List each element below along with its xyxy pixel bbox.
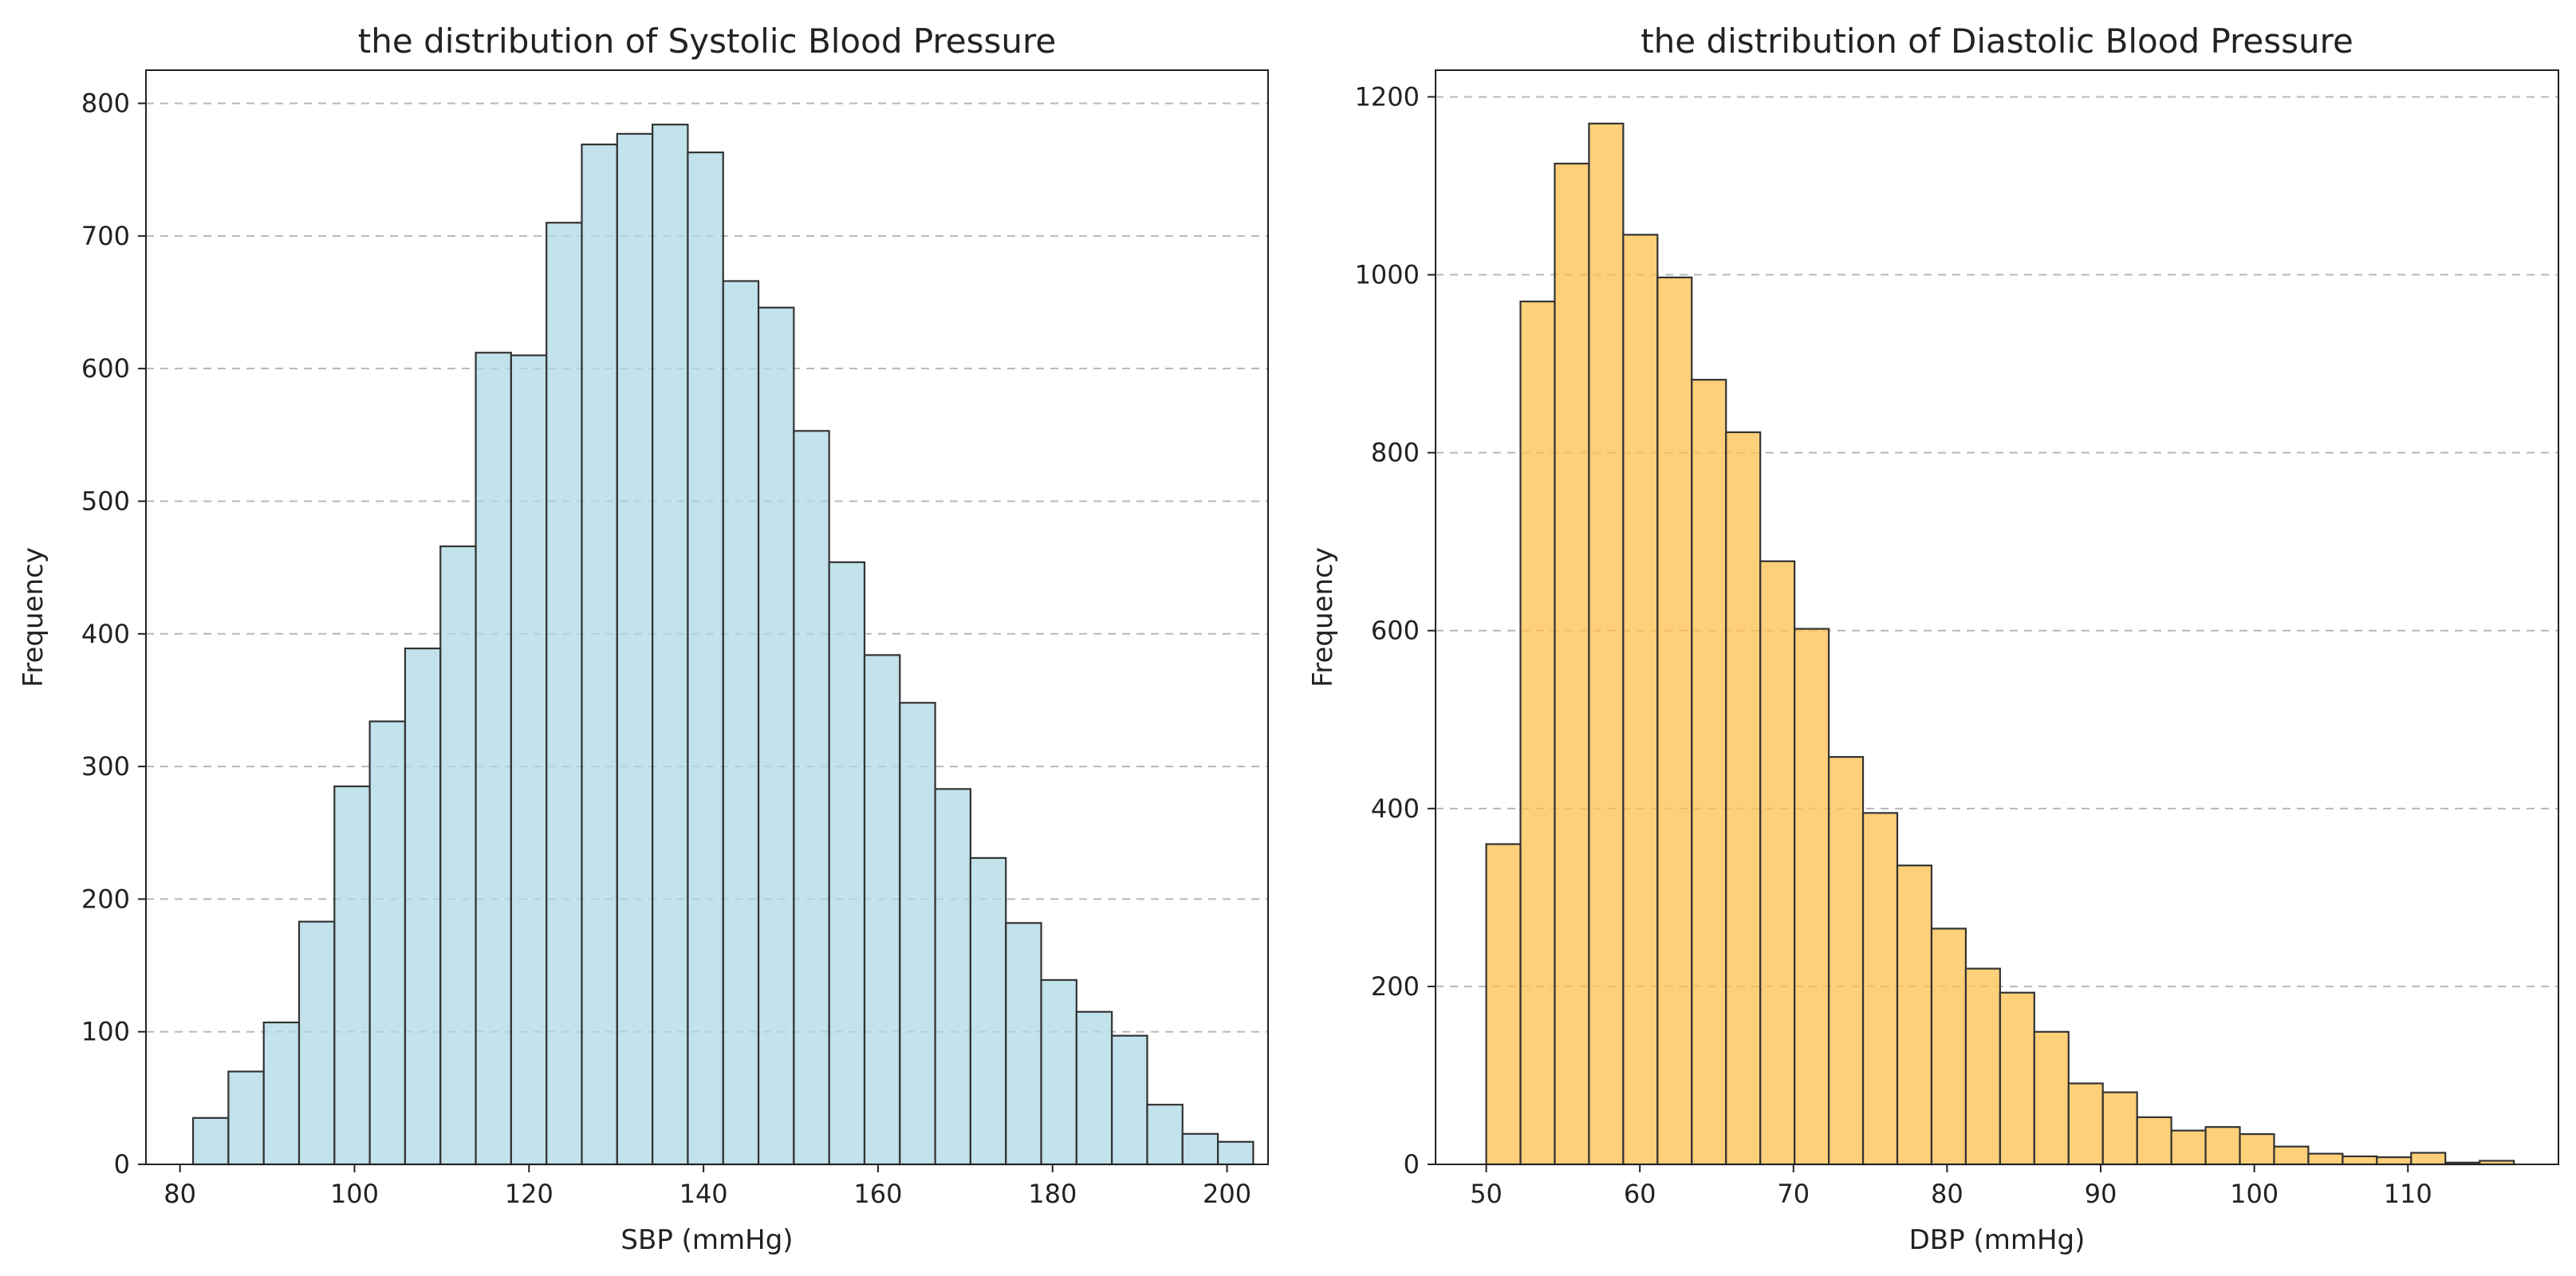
sbp-bar [616,132,654,1166]
dbp-histogram: 50 60 70 80 90 100 110 0 200 400 600 800 1000 1200 t… [1307,22,2559,1256]
sbp-bar [1181,1132,1219,1166]
dbp-bar [1656,276,1693,1166]
sbp-y-tick-label: 600 [81,353,130,384]
dbp-bar [2033,1030,2070,1166]
sbp-histogram: 80 100 120 140 160 180 200 0 100 200 300 400 500 600… [18,22,1269,1256]
dbp-bar [1485,843,1522,1166]
sbp-bar [1075,1010,1113,1166]
sbp-y-tick-label: 800 [81,89,130,119]
dbp-x-axis-label: DBP (mmHg) [1909,1224,2086,1256]
dbp-y-tick-label: 0 [1404,1149,1420,1180]
sbp-x-tick-label: 160 [853,1179,902,1209]
dbp-bar [1759,560,1796,1166]
sbp-bar [581,144,618,1166]
dbp-x-tick-label: 110 [2384,1179,2432,1209]
sbp-x-tick-label: 140 [679,1179,728,1209]
sbp-y-tick-label: 700 [81,221,130,251]
sbp-bar [969,857,1007,1166]
sbp-bar [1216,1140,1255,1166]
sbp-y-tick-label: 300 [81,751,130,782]
sbp-bar [793,430,830,1166]
sbp-x-tick-label: 80 [163,1179,196,1209]
sbp-x-tick-label: 100 [330,1179,379,1209]
sbp-y-tick-label: 100 [81,1017,130,1047]
dbp-y-tick-label: 1000 [1355,260,1420,290]
dbp-bar [1930,927,1967,1166]
sbp-bar [227,1070,265,1166]
dbp-x-tick-label: 90 [2085,1179,2117,1209]
dbp-bar [2136,1116,2172,1166]
dbp-bar [1554,163,1590,1166]
dbp-bar [2101,1091,2138,1166]
dbp-bar [1622,234,1659,1166]
dbp-x-tick-label: 60 [1624,1179,1656,1209]
sbp-axes-frame [145,69,1269,1165]
dbp-bar [1519,300,1556,1166]
sbp-bar [722,280,760,1166]
dbp-bar [2170,1129,2207,1166]
sbp-bar [546,222,583,1166]
dbp-y-axis-label: Frequency [1307,547,1339,687]
dbp-bar [2239,1132,2275,1166]
dbp-x-tick-label: 80 [1931,1179,1964,1209]
sbp-bar [1146,1104,1184,1166]
dbp-bar [2410,1152,2447,1166]
dbp-x-tick-label: 50 [1470,1179,1503,1209]
dbp-bar [2204,1126,2241,1166]
dbp-bar [1725,431,1762,1166]
dbp-x-tick-label: 100 [2230,1179,2279,1209]
sbp-bar [404,647,442,1166]
dbp-bar [1588,122,1625,1166]
dbp-y-tick-label: 800 [1371,438,1420,468]
sbp-y-axis-label: Frequency [18,547,49,687]
dbp-bar [1691,379,1727,1166]
sbp-y-tick-label: 200 [81,884,130,914]
sbp-bar [439,545,477,1166]
sbp-bar [934,788,972,1166]
dbp-chart-title: the distribution of Diastolic Blood Pres… [1641,22,2353,61]
sbp-bar [297,920,336,1166]
dbp-bar [2273,1145,2310,1166]
sbp-bar [475,352,512,1166]
sbp-bar [1111,1034,1148,1166]
dbp-bar [2342,1155,2378,1166]
dbp-y-tick-label: 1200 [1355,81,1420,112]
dbp-bar [1964,967,2001,1166]
sbp-x-tick-label: 120 [505,1179,553,1209]
sbp-chart-title: the distribution of Systolic Blood Press… [358,22,1056,61]
sbp-bar [652,124,689,1166]
sbp-bar [333,785,371,1166]
sbp-bar [899,702,936,1166]
sbp-bar [863,654,901,1166]
sbp-y-tick-label: 0 [114,1149,130,1180]
dbp-bar [1896,864,1933,1166]
dbp-y-tick-label: 200 [1371,971,1420,1002]
dbp-bar [1827,756,1865,1166]
dbp-y-tick-label: 600 [1371,616,1420,646]
sbp-y-tick-label: 400 [81,619,130,649]
sbp-x-axis-label: SBP (mmHg) [620,1224,793,1256]
sbp-bar [510,354,548,1166]
sbp-bar [262,1021,301,1166]
sbp-bar [828,561,866,1166]
dbp-bar [2376,1156,2413,1166]
sbp-bar [687,152,724,1166]
sbp-bar [1005,922,1042,1166]
sbp-bar [191,1116,230,1166]
dbp-x-tick-label: 70 [1777,1179,1810,1209]
dbp-bar [2307,1152,2344,1166]
sbp-bar [1040,979,1077,1166]
dbp-bar [1794,628,1830,1166]
sbp-x-tick-label: 200 [1203,1179,1251,1209]
sbp-x-tick-label: 180 [1028,1179,1077,1209]
sbp-bar [757,306,795,1166]
sbp-y-tick-label: 500 [81,486,130,516]
dbp-axes-frame [1435,69,2559,1165]
dbp-bar [2067,1082,2104,1166]
dbp-y-tick-label: 400 [1371,794,1420,824]
dbp-bar [1861,812,1899,1166]
dbp-bar [1999,991,2035,1166]
sbp-bar [368,720,407,1166]
